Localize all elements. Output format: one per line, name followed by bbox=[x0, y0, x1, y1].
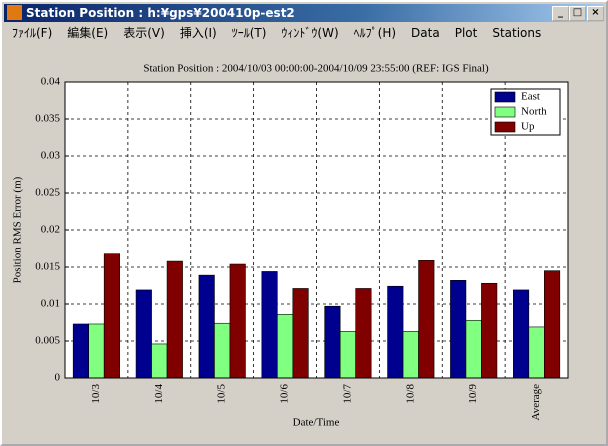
bar bbox=[513, 289, 530, 379]
legend-swatch bbox=[494, 91, 516, 103]
window-title: Station Position : h:¥gps¥200410p-est2 bbox=[26, 6, 295, 20]
menu-item[interactable]: 編集(E) bbox=[67, 26, 109, 40]
bar bbox=[214, 322, 231, 379]
x-tick-label: 10/5 bbox=[216, 384, 228, 404]
legend-swatch bbox=[494, 106, 516, 118]
menu-item[interactable]: 表示(V) bbox=[123, 26, 165, 40]
legend-label: North bbox=[521, 106, 547, 118]
bar bbox=[465, 319, 482, 379]
y-tick-label: 0 bbox=[55, 372, 61, 384]
y-tick-label: 0.005 bbox=[35, 335, 60, 347]
bar bbox=[151, 343, 168, 379]
y-tick-label: 0.015 bbox=[35, 261, 60, 273]
menu-item[interactable]: 挿入(I) bbox=[179, 26, 217, 40]
y-tick-label: 0.035 bbox=[35, 113, 60, 125]
minimize-button[interactable]: _ bbox=[552, 6, 569, 21]
bar bbox=[277, 314, 294, 379]
bar bbox=[292, 288, 309, 379]
bar bbox=[528, 326, 545, 379]
app-icon bbox=[7, 5, 22, 20]
menu-item[interactable]: ｳｨﾝﾄﾞｳ(W) bbox=[281, 26, 339, 40]
bar bbox=[481, 282, 498, 379]
y-tick-label: 0.025 bbox=[35, 187, 60, 199]
x-tick-label: Average bbox=[530, 384, 542, 421]
bar bbox=[450, 280, 467, 379]
bar bbox=[166, 260, 183, 379]
maximize-button[interactable]: □ bbox=[569, 6, 586, 21]
chart-title: Station Position : 2004/10/03 00:00:00-2… bbox=[143, 63, 489, 75]
bar bbox=[88, 323, 105, 379]
x-tick-label: 10/8 bbox=[404, 384, 416, 404]
axes-box bbox=[64, 81, 569, 379]
menu-bar: ﾌｧｲﾙ(F) 編集(E) 表示(V) 挿入(I) ﾂｰﾙ(T) ｳｨﾝﾄﾞｳ(W) ﾍﾙﾌ… bbox=[4, 24, 548, 42]
bar bbox=[324, 305, 341, 379]
bar bbox=[72, 323, 89, 379]
bar bbox=[135, 289, 152, 379]
bar bbox=[103, 253, 120, 379]
menu-item[interactable]: Stations bbox=[492, 26, 542, 40]
x-tick-label: 10/7 bbox=[341, 384, 353, 404]
x-tick-label: 10/6 bbox=[279, 384, 291, 404]
menu-item[interactable]: ﾍﾙﾌﾟ(H) bbox=[353, 26, 397, 40]
y-tick-label: 0.01 bbox=[41, 298, 60, 310]
legend-label: Up bbox=[521, 121, 535, 133]
bar bbox=[355, 288, 372, 379]
chart: Station Position : 2004/10/03 00:00:00-2… bbox=[12, 63, 569, 429]
menu-item[interactable]: Data bbox=[411, 26, 440, 40]
bar bbox=[229, 263, 246, 379]
bar bbox=[544, 270, 561, 379]
x-tick-label: 10/4 bbox=[153, 384, 165, 404]
legend-label: East bbox=[521, 91, 540, 103]
y-tick-label: 0.02 bbox=[41, 224, 60, 236]
y-tick-label: 0.03 bbox=[41, 150, 61, 162]
legend-swatch bbox=[494, 121, 516, 133]
bar bbox=[402, 331, 419, 379]
x-axis-label: Date/Time bbox=[293, 417, 340, 429]
bar bbox=[261, 271, 278, 379]
menu-item[interactable]: ﾌｧｲﾙ(F) bbox=[12, 26, 53, 40]
bar bbox=[339, 331, 356, 379]
bar bbox=[198, 274, 215, 379]
bar bbox=[387, 285, 404, 379]
x-tick-label: 10/3 bbox=[90, 384, 102, 404]
title-bar: Station Position : h:¥gps¥200410p-est2 _… bbox=[4, 4, 604, 22]
menu-item[interactable]: Plot bbox=[454, 26, 478, 40]
y-axis-label: Position RMS Error (m) bbox=[12, 176, 24, 283]
x-tick-label: 10/9 bbox=[467, 384, 479, 404]
close-button[interactable]: × bbox=[587, 6, 604, 21]
bar bbox=[418, 260, 435, 379]
y-tick-label: 0.04 bbox=[41, 76, 61, 88]
menu-item[interactable]: ﾂｰﾙ(T) bbox=[231, 26, 267, 40]
